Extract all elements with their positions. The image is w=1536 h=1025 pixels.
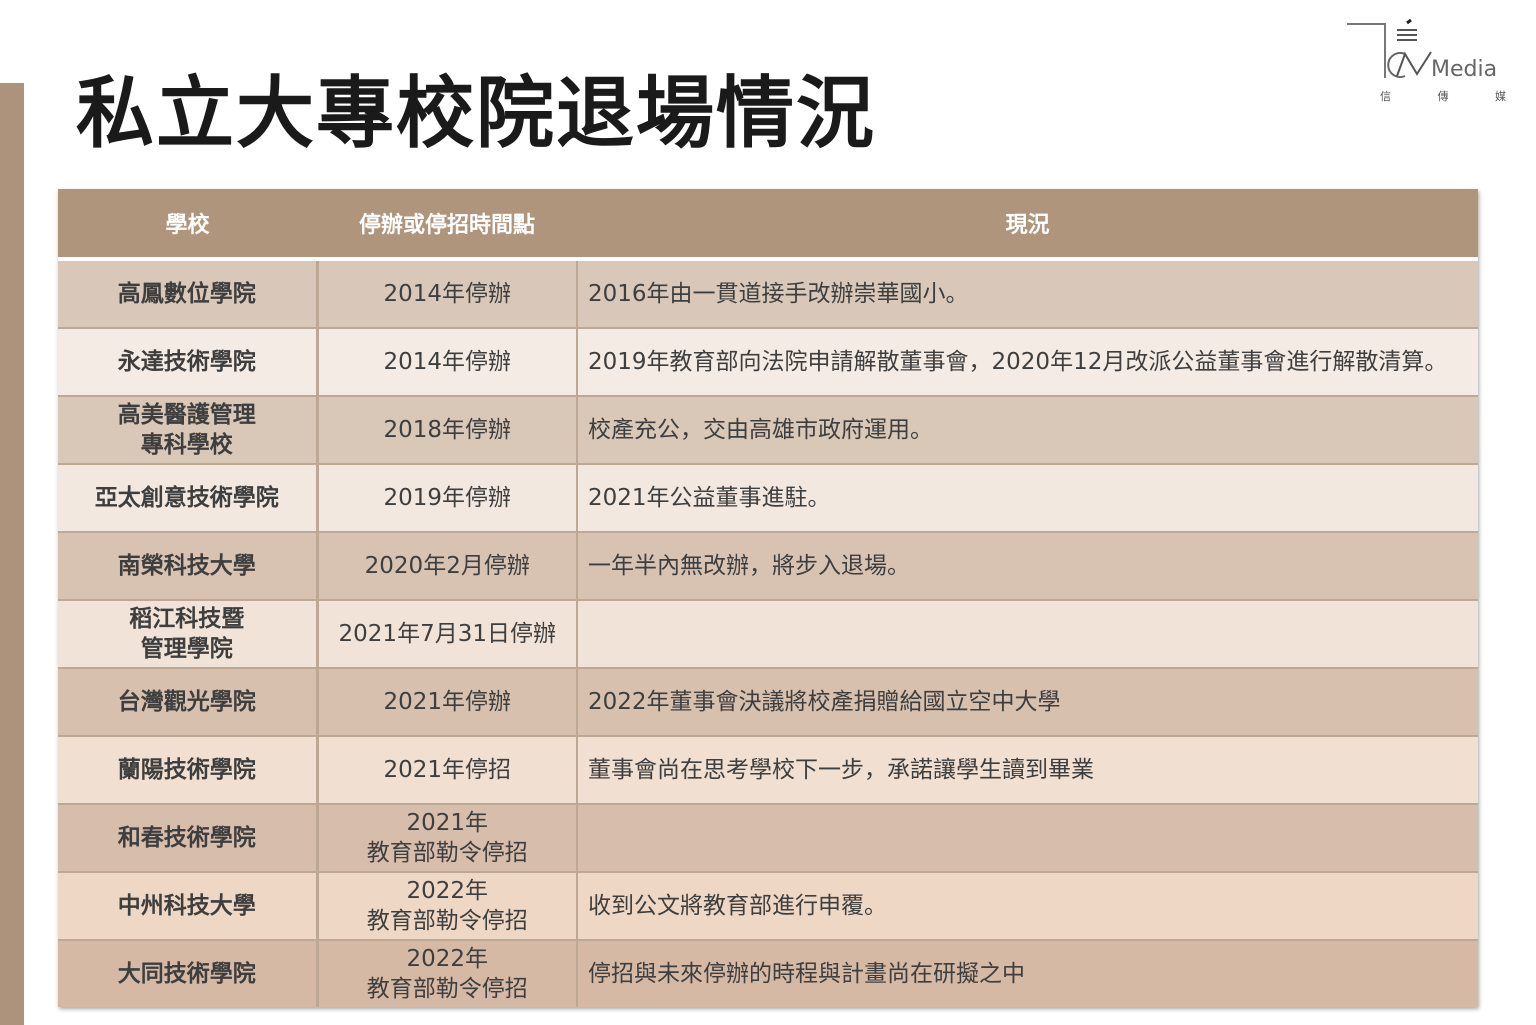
status-cell: 2019年教育部向法院申請解散董事會，2020年12月改派公益董事會進行解散清算…: [577, 327, 1478, 396]
status-cell: 2022年董事會決議將校產捐贈給國立空中大學: [577, 667, 1478, 736]
header-status: 現況: [577, 189, 1478, 261]
status-cell: 2021年公益董事進駐。: [577, 463, 1478, 532]
school-cell: 和春技術學院: [58, 803, 319, 872]
school-cell: 大同技術學院: [58, 939, 319, 1007]
status-cell: [577, 803, 1478, 872]
time-cell: 2020年2月停辦: [317, 531, 578, 600]
status-cell: 校產充公，交由高雄市政府運用。: [577, 395, 1478, 464]
table-row: 亞太創意技術學院 2019年停辦 2021年公益董事進駐。: [58, 463, 1478, 532]
school-cell: 台灣觀光學院: [58, 667, 319, 736]
time-cell: 2019年停辦: [317, 463, 578, 532]
time-cell: 2022年 教育部勒令停招: [317, 871, 578, 940]
table-row: 南榮科技大學 2020年2月停辦 一年半內無改辦，將步入退場。: [58, 531, 1478, 600]
status-cell: 停招與未來停辦的時程與計畫尚在研擬之中: [577, 939, 1478, 1007]
table-row: 大同技術學院 2022年 教育部勒令停招 停招與未來停辦的時程與計畫尚在研擬之中: [58, 939, 1478, 1007]
time-cell: 2014年停辦: [317, 327, 578, 396]
table-row: 台灣觀光學院 2021年停辦 2022年董事會決議將校產捐贈給國立空中大學: [58, 667, 1478, 736]
time-cell: 2021年停辦: [317, 667, 578, 736]
logo-sub-char: 媒: [1495, 90, 1506, 103]
logo-sub-char: 信: [1380, 90, 1391, 103]
status-cell: [577, 599, 1478, 668]
school-cell: 稻江科技暨 管理學院: [58, 599, 319, 668]
time-cell: 2021年7月31日停辦: [317, 599, 578, 668]
status-cell: 收到公文將教育部進行申覆。: [577, 871, 1478, 940]
table-row: 高鳳數位學院 2014年停辦 2016年由一貫道接手改辦崇華國小。: [58, 258, 1478, 328]
header-school: 學校: [58, 189, 317, 261]
media-logo: Media: [1347, 18, 1497, 82]
logo-subtitle: 信 傳 媒: [1380, 88, 1506, 104]
school-cell: 蘭陽技術學院: [58, 735, 319, 804]
status-cell: 2016年由一貫道接手改辦崇華國小。: [577, 258, 1478, 328]
time-cell: 2021年停招: [317, 735, 578, 804]
header-time: 停辦或停招時間點: [317, 189, 577, 261]
time-cell: 2018年停辦: [317, 395, 578, 464]
page-title: 私立大專校院退場情況: [76, 69, 877, 159]
svg-text:Media: Media: [1431, 57, 1497, 82]
table-header: 學校 停辦或停招時間點 現況: [58, 189, 1478, 261]
time-cell: 2014年停辦: [317, 258, 578, 328]
status-cell: 董事會尚在思考學校下一步，承諾讓學生讀到畢業: [577, 735, 1478, 804]
school-cell: 永達技術學院: [58, 327, 319, 396]
status-cell: 一年半內無改辦，將步入退場。: [577, 531, 1478, 600]
school-cell: 中州科技大學: [58, 871, 319, 940]
table-row: 蘭陽技術學院 2021年停招 董事會尚在思考學校下一步，承諾讓學生讀到畢業: [58, 735, 1478, 804]
school-cell: 高美醫護管理 專科學校: [58, 395, 319, 464]
time-cell: 2022年 教育部勒令停招: [317, 939, 578, 1007]
school-cell: 亞太創意技術學院: [58, 463, 319, 532]
time-cell: 2021年 教育部勒令停招: [317, 803, 578, 872]
table-row: 永達技術學院 2014年停辦 2019年教育部向法院申請解散董事會，2020年12月…: [58, 327, 1478, 396]
logo-sub-char: 傳: [1437, 90, 1449, 103]
table-row: 和春技術學院 2021年 教育部勒令停招: [58, 803, 1478, 872]
table-row: 中州科技大學 2022年 教育部勒令停招 收到公文將教育部進行申覆。: [58, 871, 1478, 940]
table-row: 稻江科技暨 管理學院 2021年7月31日停辦: [58, 599, 1478, 668]
side-accent-bar: [0, 83, 24, 1025]
school-cell: 南榮科技大學: [58, 531, 319, 600]
closure-table: 學校 停辦或停招時間點 現況 高鳳數位學院 2014年停辦 2016年由一貫道接手改…: [58, 189, 1478, 1007]
table-row: 高美醫護管理 專科學校 2018年停辦 校產充公，交由高雄市政府運用。: [58, 395, 1478, 464]
school-cell: 高鳳數位學院: [58, 258, 319, 328]
